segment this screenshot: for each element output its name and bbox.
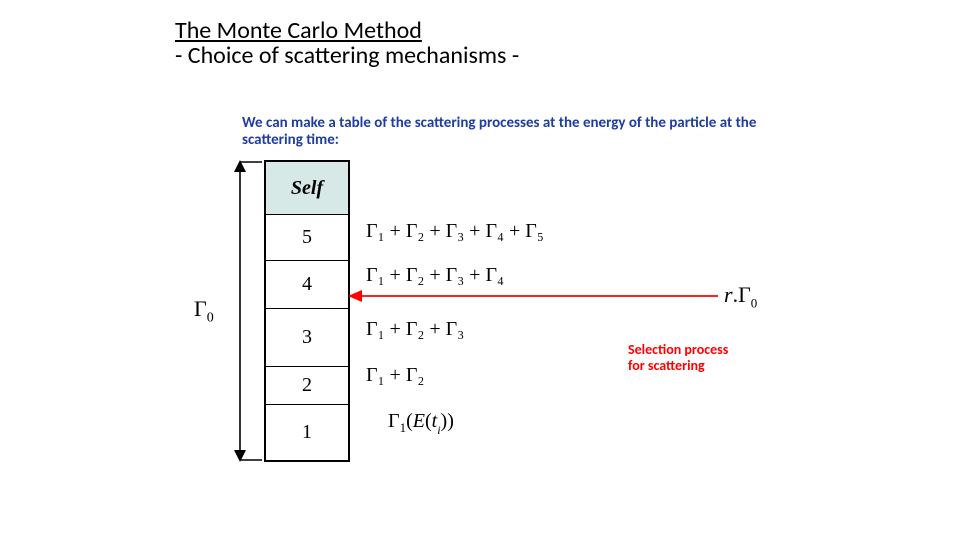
r-gamma: Γ [738,282,751,307]
sum-row-3: Γ₁ + Γ₂ + Γ₃ [366,318,464,341]
gamma0-sub: 0 [207,310,214,325]
selection-arrow [348,290,718,302]
intro-text: We can make a table of the scattering pr… [242,115,802,150]
g1-i: i [437,423,440,437]
g1-close: ) [447,410,454,432]
g1-open2: ( [425,410,432,432]
gamma0-label: Γ0 [194,296,214,326]
gamma0-bracket [234,160,262,462]
title-sub: - Choice of scattering mechanisms - [175,43,775,68]
r-gamma0-label: r.Γ0 [724,282,757,311]
selection-caption-line1: Selection process [628,342,798,358]
title-block: The Monte Carlo Method - Choice of scatt… [175,18,775,68]
sum-row-4: Γ₁ + Γ₂ + Γ₃ + Γ₄ [366,264,504,287]
g1-E: E [413,410,425,432]
gamma0-symbol: Γ [194,296,207,321]
scattering-column: Self 5 4 3 2 1 [264,160,350,462]
cell-self: Self [266,162,348,214]
g1-gamma: Γ [388,410,400,432]
title-main: The Monte Carlo Method [175,18,775,43]
cell-5: 5 [266,214,348,260]
g1-open: ( [406,410,413,432]
sum-row-5: Γ₁ + Γ₂ + Γ₃ + Γ₄ + Γ₅ [366,220,544,243]
r-gamma-sub: 0 [751,295,758,310]
sum-row-2: Γ₁ + Γ₂ [366,364,424,387]
cell-1: 1 [266,404,348,460]
cell-2: 2 [266,366,348,404]
selection-caption-line2: for scattering [628,358,798,374]
cell-3: 3 [266,308,348,366]
cell-4: 4 [266,260,348,308]
selection-caption: Selection process for scattering [628,342,798,374]
r-symbol: r [724,282,733,307]
sum-row-1: Γ1(E(ti)) [388,410,454,436]
